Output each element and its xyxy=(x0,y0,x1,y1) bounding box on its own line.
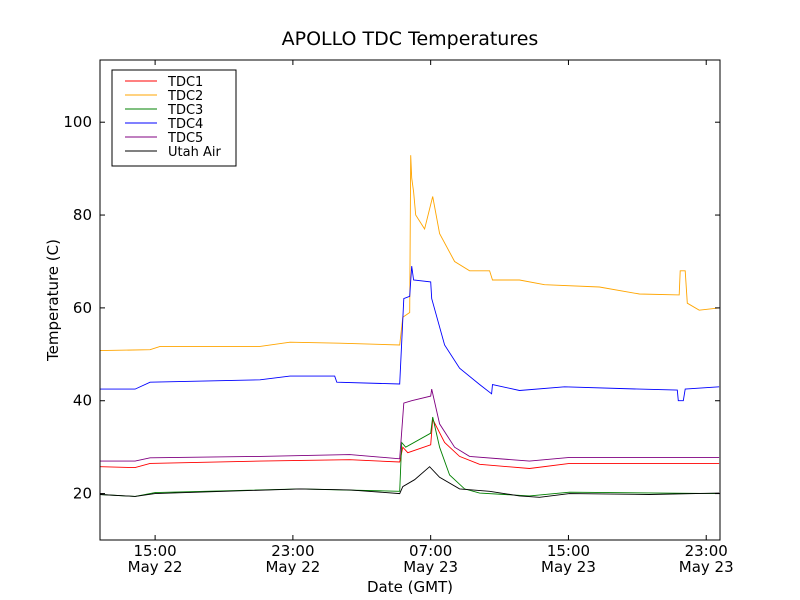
series-line-tdc4 xyxy=(100,266,720,402)
x-tick-date: May 23 xyxy=(679,558,734,576)
x-tick-date: May 23 xyxy=(541,558,596,576)
y-tick-label: 40 xyxy=(73,392,92,410)
x-tick-time: 23:00 xyxy=(685,542,728,560)
y-tick-label: 20 xyxy=(73,485,92,503)
x-axis-label: Date (GMT) xyxy=(367,578,453,596)
plot-lines xyxy=(100,155,720,498)
x-tick-date: May 22 xyxy=(128,558,183,576)
y-tick-label: 60 xyxy=(73,299,92,317)
x-tick-time: 15:00 xyxy=(547,542,590,560)
chart-title: APOLLO TDC Temperatures xyxy=(282,28,539,50)
legend-label: Utah Air xyxy=(168,145,221,160)
y-axis-label: Temperature (C) xyxy=(44,239,62,362)
plot-frame xyxy=(99,59,721,541)
series-line-tdc1 xyxy=(100,417,720,469)
x-tick-time: 07:00 xyxy=(409,542,452,560)
y-tick-label: 80 xyxy=(73,206,92,224)
legend-label: TDC3 xyxy=(167,103,203,118)
x-tick-time: 23:00 xyxy=(271,542,314,560)
x-tick-time: 15:00 xyxy=(133,542,176,560)
legend-label: TDC4 xyxy=(167,117,203,132)
x-tick-date: May 23 xyxy=(403,558,458,576)
x-tick-date: May 22 xyxy=(265,558,320,576)
series-line-tdc5 xyxy=(100,389,720,462)
series-line-tdc3 xyxy=(100,416,720,497)
legend-label: TDC1 xyxy=(167,75,203,90)
series-line-utah-air xyxy=(100,466,720,498)
series-line-tdc2 xyxy=(100,155,720,352)
legend-label: TDC5 xyxy=(167,131,203,146)
y-tick-label: 100 xyxy=(63,113,92,131)
legend-label: TDC2 xyxy=(167,89,203,104)
